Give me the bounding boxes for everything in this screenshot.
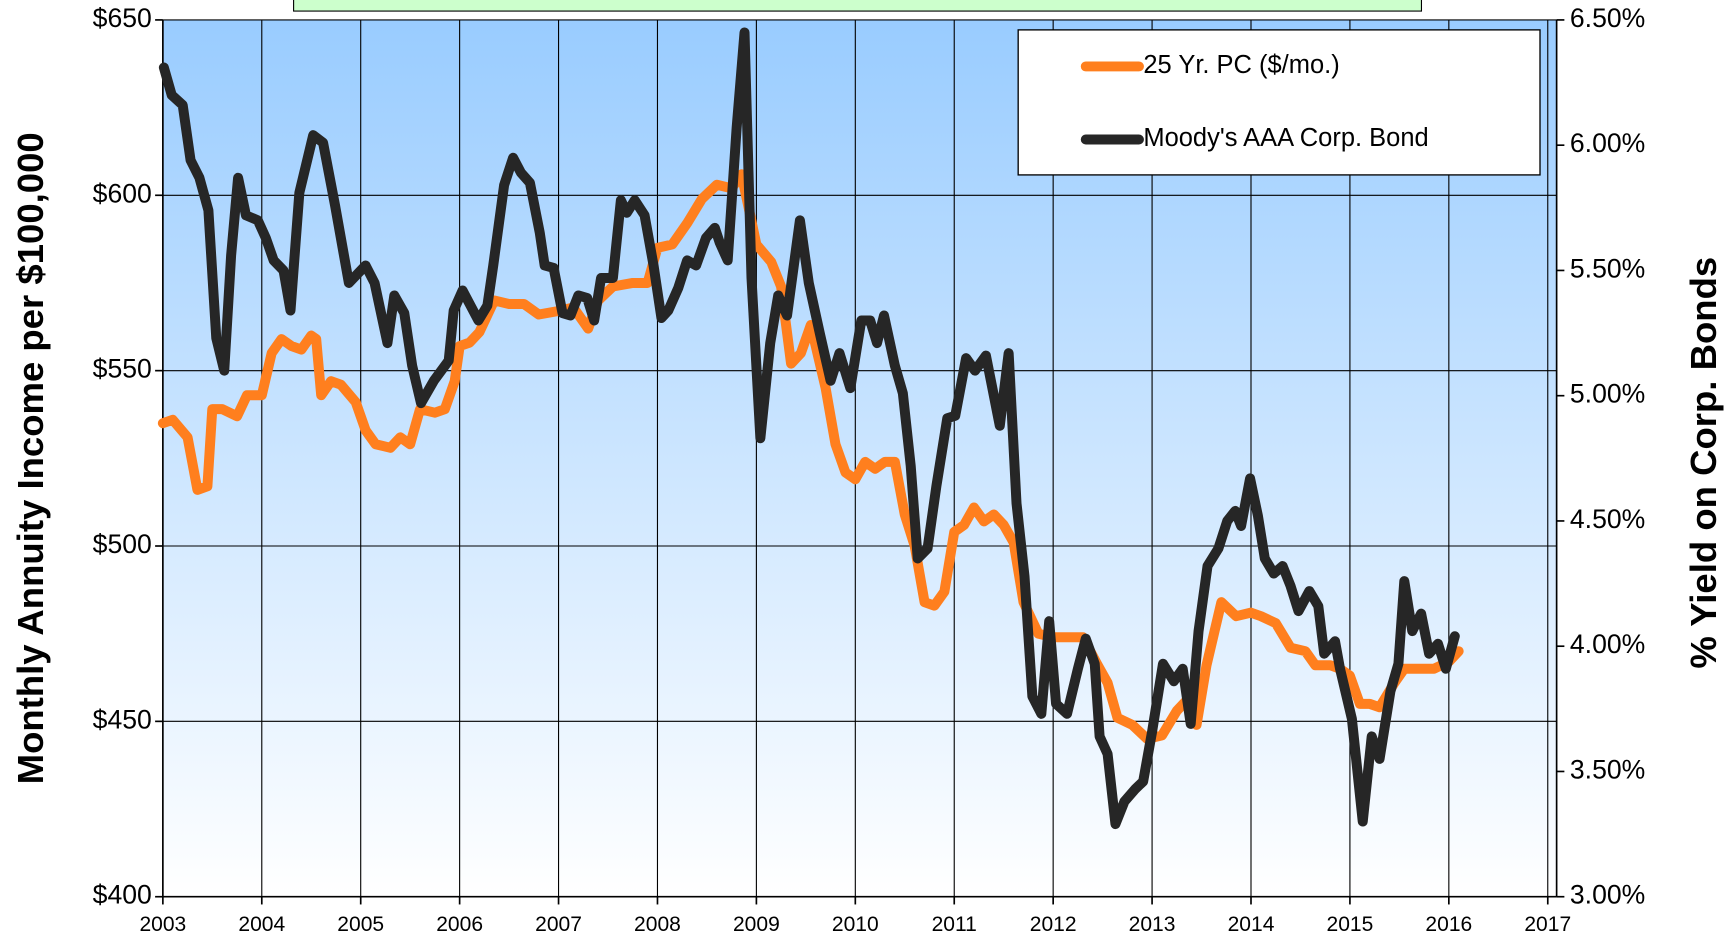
y-tick-label: $550: [93, 354, 152, 384]
x-tick-label: 2017: [1524, 913, 1571, 936]
y2-tick-label: 3.00%: [1570, 880, 1645, 910]
title-box: [293, 0, 1423, 12]
legend-label: 25 Yr. PC ($/mo.): [1143, 51, 1339, 79]
y2-tick-label: 4.00%: [1570, 629, 1645, 659]
x-tick-label: 2016: [1425, 913, 1472, 936]
y-axis-title: Monthly Annuity Income per $100,000: [10, 132, 51, 784]
x-tick-label: 2015: [1327, 913, 1374, 936]
x-tick-label: 2006: [436, 913, 483, 936]
x-tick-label: 2004: [238, 913, 285, 936]
y2-tick-label: 5.00%: [1570, 379, 1645, 409]
x-tick-label: 2011: [932, 913, 977, 936]
y2-axis-title: % Yield on Corp. Bonds: [1683, 257, 1724, 669]
y-tick-label: $650: [93, 3, 152, 33]
x-tick-label: 2005: [337, 913, 384, 936]
y2-tick-label: 6.00%: [1570, 128, 1645, 158]
legend-box: [1017, 29, 1541, 176]
y2-tick-label: 6.50%: [1570, 3, 1645, 33]
x-tick-label: 2010: [832, 913, 879, 936]
y2-tick-label: 4.50%: [1570, 504, 1645, 534]
lines: [157, 27, 1464, 830]
y2-tick-label: 5.50%: [1570, 253, 1645, 283]
legend-label: Moody's AAA Corp. Bond: [1143, 124, 1428, 152]
y-tick-label: $500: [93, 529, 152, 559]
x-tick-label: 2009: [733, 913, 780, 936]
legend: 25 Yr. PC ($/mo.) Moody's AAA Corp. Bond: [1080, 51, 1429, 152]
x-tick-label: 2013: [1129, 913, 1176, 936]
y-tick-label: $400: [93, 880, 152, 910]
x-tick-label: 2014: [1228, 913, 1275, 936]
y-tick-label: $600: [93, 178, 152, 208]
y-tick-label: $450: [93, 704, 152, 734]
line-series: [158, 27, 1460, 830]
x-tick-label: 2003: [139, 913, 186, 936]
grid: [155, 19, 1565, 905]
line-series: [157, 169, 1464, 744]
x-tick-label: 2007: [535, 913, 582, 936]
x-tick-label: 2012: [1030, 913, 1077, 936]
x-tick-label: 2008: [634, 913, 681, 936]
y2-tick-label: 3.50%: [1570, 754, 1645, 784]
